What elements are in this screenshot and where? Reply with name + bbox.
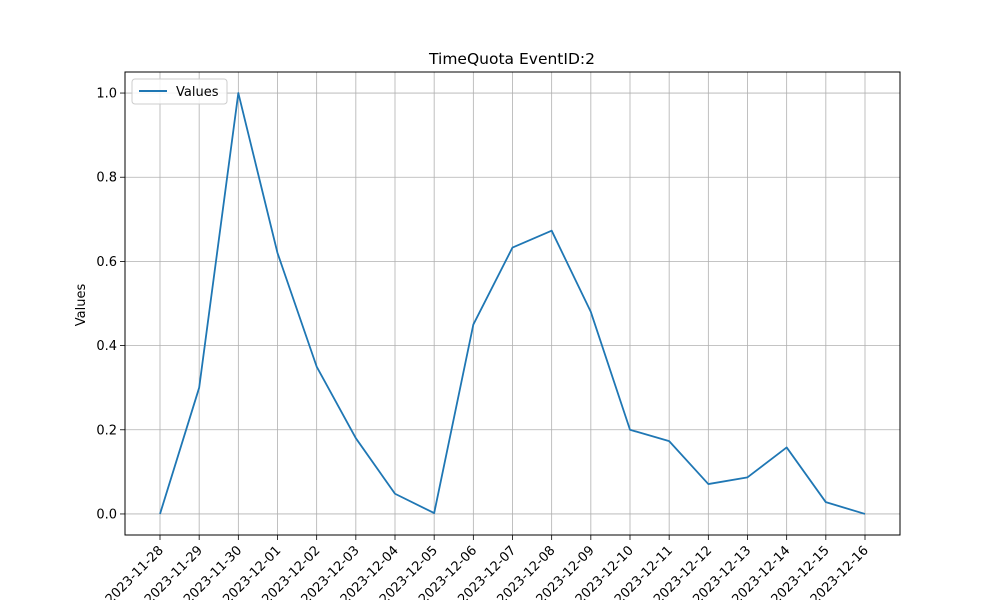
y-axis-label: Values [74,284,89,327]
series-line-values [159,92,866,515]
y-tick-label: 0.0 [96,507,117,522]
y-tick-label: 1.0 [96,87,117,102]
legend-label: Values [176,85,219,100]
legend-box [131,78,228,105]
grid [125,72,900,535]
y-tick-label: 0.8 [96,171,117,186]
chart-title: TimeQuota EventID:2 [428,50,595,68]
legend: Values [131,78,228,105]
y-tick-label: 0.4 [96,339,117,354]
y-tick-label: 0.6 [96,255,117,270]
series-layer [159,92,866,515]
y-tick-label: 0.2 [96,423,117,438]
